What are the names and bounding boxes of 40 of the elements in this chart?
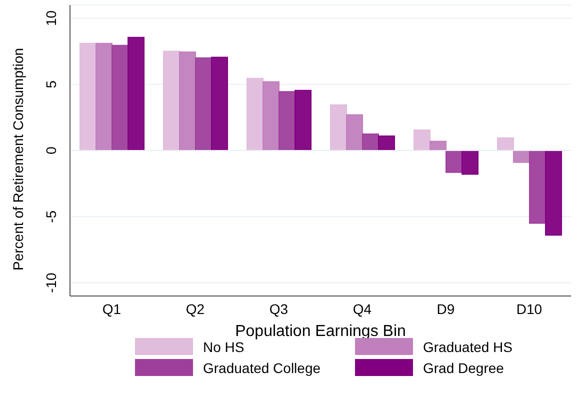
bar (346, 114, 364, 151)
bar (112, 44, 129, 151)
bar (529, 150, 546, 224)
bar (278, 91, 296, 151)
y-tick-label: 0 (43, 146, 59, 154)
legend-label: Graduated HS (423, 338, 512, 354)
x-tick-label: D9 (436, 300, 455, 317)
bar (246, 78, 264, 151)
bar (497, 137, 514, 151)
bar (211, 56, 228, 151)
y-tick-label: -10 (43, 272, 59, 293)
bar (462, 150, 479, 175)
bar (262, 81, 280, 151)
y-tick-label: 5 (43, 80, 59, 88)
bar (378, 135, 396, 151)
bar (545, 150, 562, 236)
x-tick-label: Q4 (352, 300, 372, 317)
x-tick-label: Q1 (102, 300, 122, 317)
x-tick-label: Q3 (269, 300, 288, 317)
bar (128, 36, 145, 151)
bar (414, 130, 431, 151)
x-tick-label: D10 (516, 300, 542, 317)
bar (80, 42, 97, 151)
x-tick-label: Q2 (186, 300, 205, 317)
legend-label: Graduated College (203, 360, 321, 376)
y-axis-title: Percent of Retirement Consumption (10, 48, 26, 270)
legend-label: Grad Degree (423, 360, 504, 376)
bar (430, 140, 447, 151)
bar (163, 50, 180, 151)
y-tick-label: 10 (43, 10, 59, 26)
bar (96, 42, 113, 151)
bar (446, 150, 463, 173)
bar (195, 57, 212, 151)
x-axis-title: Population Earnings Bin (235, 323, 406, 340)
bar (179, 51, 196, 151)
bar (294, 90, 312, 151)
legend-label: No HS (203, 338, 244, 354)
bar (330, 104, 348, 151)
y-tick-label: -5 (43, 210, 59, 223)
bar (362, 133, 380, 151)
